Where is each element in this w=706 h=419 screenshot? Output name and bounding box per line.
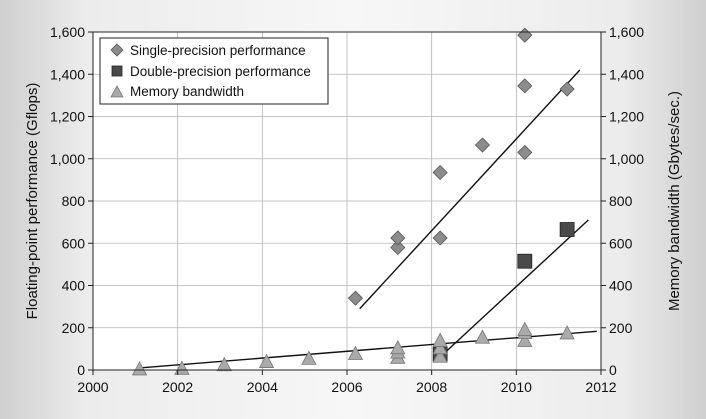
x-tick-label: 2004 [247, 379, 278, 395]
single-precision-point [390, 239, 406, 256]
x-tick-label: 2000 [77, 379, 108, 395]
single-precision-point [432, 230, 448, 246]
double-precision-point [559, 222, 575, 237]
single-precision-point [390, 230, 406, 246]
trend-line-0 [359, 69, 581, 310]
legend-box [99, 37, 329, 105]
y-tick-label: 800 [62, 193, 86, 209]
memory-bandwidth-point [390, 339, 406, 355]
legend-marker-single [110, 43, 124, 57]
memory-bandwidth-point [432, 339, 448, 355]
y-tick-label: 1,200 [50, 109, 85, 125]
x-tick-label: 2012 [585, 379, 616, 395]
memory-bandwidth-point [474, 329, 491, 344]
ticks: 2000 2002 2004 2006 2008 2010 2012020040060080… [50, 24, 644, 395]
legend-label-single: Single-precision performance [130, 43, 306, 58]
trend-line-1 [443, 219, 589, 354]
memory-bandwidth-point [517, 321, 533, 336]
grid [93, 32, 601, 370]
memory-bandwidth-point [517, 332, 533, 347]
legend-marker-double [111, 65, 123, 77]
single-precision-point [517, 144, 533, 160]
memory-bandwidth-point [559, 325, 575, 340]
memory-bandwidth-point [347, 345, 364, 360]
y-tick-label: 1,600 [50, 24, 85, 40]
legend-label-double: Double-precision performance [130, 64, 311, 79]
legend: Single-precision performance Double-prec… [99, 37, 329, 105]
memory-bandwidth-point [131, 361, 148, 376]
y-tick-label: 1,400 [50, 66, 85, 82]
legend-marker-bandwidth [110, 85, 124, 98]
single-precision-point [432, 164, 448, 181]
double-precision-point [517, 253, 533, 269]
y-tick-label: 1,000 [50, 151, 85, 167]
y2-tick-label: 600 [609, 235, 633, 251]
y2-tick-label: 1,600 [609, 24, 644, 40]
y2-tick-label: 200 [609, 320, 633, 336]
y-tick-label: 600 [62, 235, 86, 251]
x-tick-label: 2008 [416, 379, 447, 395]
single-precision-point [347, 290, 364, 306]
data-points [131, 27, 575, 376]
y-axis-title: Floating-point performance (Gflops) [24, 83, 41, 320]
y2-axis-title: Memory bandwidth (Gbytes/sec.) [666, 91, 683, 311]
y-tick-label: 200 [62, 320, 86, 336]
y2-tick-label: 1,000 [609, 151, 644, 167]
legend-label-bandwidth: Memory bandwidth [130, 84, 244, 99]
y2-tick-label: 800 [609, 193, 633, 209]
y2-tick-label: 400 [609, 278, 633, 294]
y2-tick-label: 1,200 [609, 109, 644, 125]
x-tick-label: 2006 [331, 379, 362, 395]
memory-bandwidth-point [216, 356, 232, 372]
y2-tick-label: 1,400 [609, 66, 644, 82]
memory-bandwidth-point [258, 353, 275, 368]
y2-tick-label: 0 [609, 362, 617, 378]
y-tick-label: 0 [77, 362, 85, 378]
single-precision-point [559, 81, 575, 97]
memory-bandwidth-point [174, 360, 190, 375]
single-precision-point [517, 78, 533, 94]
x-tick-label: 2010 [501, 379, 532, 395]
memory-bandwidth-point [432, 332, 448, 347]
memory-bandwidth-point [432, 348, 448, 363]
x-tick-label: 2002 [162, 379, 193, 395]
single-precision-point [474, 137, 491, 153]
memory-bandwidth-point [301, 350, 317, 365]
y-tick-label: 400 [62, 278, 86, 294]
